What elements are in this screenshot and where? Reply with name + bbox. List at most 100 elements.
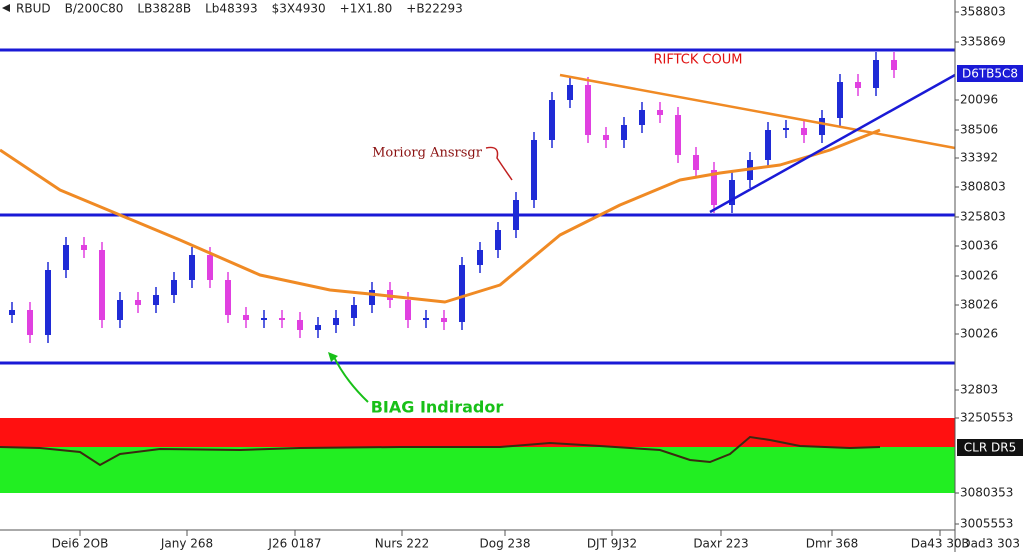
indicator-band	[0, 447, 955, 493]
annotation-arrow	[332, 354, 369, 403]
y-tick-label: 38026	[960, 298, 998, 312]
candle-body	[567, 85, 573, 100]
badge-label: D6TB5C8	[962, 67, 1018, 81]
candle-body	[405, 300, 411, 320]
y-tick-label: 358803	[960, 5, 1006, 19]
candle-body	[423, 318, 429, 320]
x-tick-label: Nurs 222	[375, 537, 430, 551]
header-item: Lb48393	[205, 2, 257, 16]
candle-body	[837, 82, 843, 118]
candle-body	[675, 115, 681, 155]
y-tick-label: 325803	[960, 210, 1006, 224]
candle-body	[729, 180, 735, 205]
candle-body	[459, 265, 465, 322]
y-tick-label: 3005553	[960, 517, 1013, 531]
x-tick-label: Jany 268	[160, 537, 213, 551]
header-item: +B22293	[406, 2, 462, 16]
candle-body	[45, 270, 51, 335]
y-tick-label: 3250553	[960, 411, 1013, 425]
x-tick-label: Daxr 223	[693, 537, 748, 551]
y-tick-label: 30026	[960, 327, 998, 341]
x-tick-label: Dei6 2OB	[52, 537, 109, 551]
y-tick-label: 38506	[960, 123, 998, 137]
x-tick-label: Da43 303	[911, 537, 970, 551]
candle-body	[117, 300, 123, 320]
back-icon	[2, 4, 10, 12]
candle-body	[261, 318, 267, 320]
candle-body	[513, 200, 519, 230]
x-tick-label: J26 0187	[267, 537, 321, 551]
y-tick-label: 33392	[960, 151, 998, 165]
annotation: Moriorg Ansrsgr	[372, 146, 483, 161]
candle-body	[189, 255, 195, 280]
y-tick-label: 30036	[960, 239, 998, 253]
candle-body	[693, 155, 699, 170]
candle-body	[765, 130, 771, 160]
badge-label: CLR DR5	[964, 441, 1016, 455]
plot	[0, 48, 956, 365]
candle-body	[315, 325, 321, 330]
candle-body	[63, 245, 69, 270]
header-item: B/200C80	[65, 2, 124, 16]
candle-body	[783, 128, 789, 130]
candle-body	[657, 110, 663, 115]
candle-body	[135, 300, 141, 305]
candle-body	[531, 140, 537, 200]
annotation-arrow	[328, 352, 338, 362]
candle-body	[279, 318, 285, 320]
axes: 358803 335869 20096 38506 33392 380803 325803 3…	[52, 5, 1020, 551]
candle-body	[297, 320, 303, 330]
candle-body	[639, 110, 645, 125]
candle-body	[81, 245, 87, 250]
candle-body	[207, 255, 213, 280]
candle-body	[873, 60, 879, 88]
candle-body	[369, 290, 375, 305]
header: RBUD B/200C80 LB3828B Lb48393 $3X4930 +1X1.80…	[16, 2, 463, 16]
candle-body	[801, 128, 807, 135]
candle-body	[351, 305, 357, 318]
corner-label: Dad3 303	[961, 537, 1020, 551]
candle-body	[171, 280, 177, 295]
x-tick-label: Dog 238	[480, 537, 531, 551]
header-item: RBUD	[16, 2, 51, 16]
candle-body	[333, 318, 339, 325]
candle-body	[585, 85, 591, 135]
candle-body	[603, 135, 609, 140]
candle-body	[819, 118, 825, 135]
candle-body	[153, 295, 159, 305]
candle-body	[549, 100, 555, 140]
candle-body	[855, 82, 861, 88]
moving-average	[0, 128, 881, 304]
annotation: RIFTCK COUM	[653, 53, 742, 68]
candle-body	[243, 315, 249, 320]
indicator-pane	[0, 418, 955, 493]
y-tick-label: 3080353	[960, 486, 1013, 500]
badge	[957, 439, 1023, 456]
candle-body	[621, 125, 627, 140]
candle-body	[27, 310, 33, 335]
y-tick-label: 380803	[960, 180, 1006, 194]
y-tick-label: 20096	[960, 93, 998, 107]
header-item: +1X1.80	[340, 2, 393, 16]
candle-body	[225, 280, 231, 315]
trendline	[709, 73, 956, 214]
y-tick-label: 30026	[960, 269, 998, 283]
candle-body	[495, 230, 501, 250]
y-tick-label: 335869	[960, 35, 1006, 49]
x-tick-label: DJT 9J32	[587, 537, 637, 551]
candle-body	[441, 318, 447, 322]
candle-body	[9, 310, 15, 315]
y-tick-label: 32803	[960, 383, 998, 397]
candle-body	[891, 60, 897, 70]
header-item: LB3828B	[137, 2, 191, 16]
x-tick-label: Dmr 368	[806, 537, 859, 551]
candle-body	[99, 250, 105, 320]
badge	[957, 65, 1023, 82]
indicator-band	[0, 418, 955, 447]
annotation-arrow	[485, 146, 513, 181]
trendline	[559, 73, 956, 150]
annotation: BIAG Indirador	[371, 398, 504, 417]
indicator-line	[0, 435, 881, 467]
